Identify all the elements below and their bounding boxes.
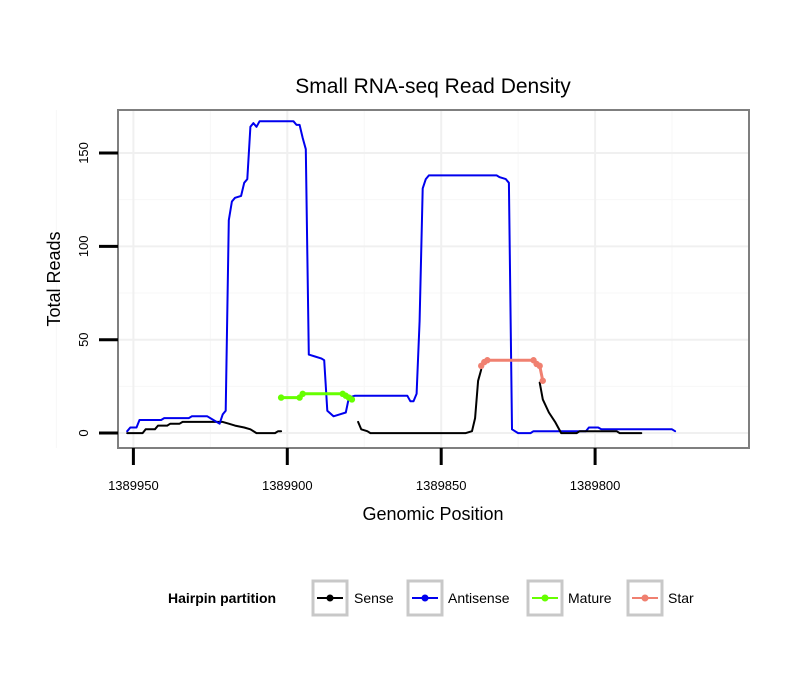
legend-entry-antisense: Antisense	[406, 579, 510, 617]
x-axis-title: Genomic Position	[362, 504, 503, 524]
legend-key-point	[641, 594, 649, 602]
plot-panel-border	[117, 109, 750, 449]
legend: Hairpin partition Sense Antisense Mature St…	[168, 579, 694, 617]
data-point-star	[484, 357, 491, 364]
y-tick-label: 50	[76, 332, 91, 346]
x-tick-label: 1389850	[416, 478, 467, 493]
legend-key-point	[421, 594, 429, 602]
x-tick-label: 1389950	[108, 478, 159, 493]
legend-label: Sense	[354, 590, 394, 606]
legend-entry-mature: Mature	[526, 579, 612, 617]
grid	[55, 110, 749, 448]
x-tick-label: 1389900	[262, 478, 313, 493]
legend-label: Star	[668, 590, 694, 606]
data-point-star	[536, 362, 543, 370]
series-line-sense	[126, 420, 283, 435]
legend-title: Hairpin partition	[168, 590, 276, 606]
series-line-sense	[538, 381, 643, 435]
series-line-antisense	[126, 120, 677, 435]
legend-key-point	[326, 594, 334, 602]
legend-label: Antisense	[448, 590, 510, 606]
legend-entry-sense: Sense	[311, 579, 394, 617]
data-point-star	[539, 377, 546, 384]
x-tick-label: 1389800	[570, 478, 621, 493]
data-point-mature	[299, 390, 306, 398]
legend-entries: Sense Antisense Mature Star	[311, 579, 694, 617]
series-line-sense	[357, 368, 483, 435]
chart-title: Small RNA-seq Read Density	[295, 75, 571, 98]
y-tick-label: 100	[76, 235, 91, 257]
y-axis-title: Total Reads	[44, 231, 64, 326]
legend-label: Mature	[568, 590, 612, 606]
y-tick-label: 150	[76, 142, 91, 164]
legend-entry-star: Star	[626, 579, 694, 617]
data-point-mature	[348, 396, 356, 403]
series-layer	[126, 120, 677, 435]
data-point-mature	[277, 394, 285, 401]
y-tick-label: 0	[76, 429, 91, 436]
legend-key-point	[541, 594, 549, 602]
axes: 1389950 1389900 1389850 1389800 0 50 100 150	[76, 142, 620, 493]
